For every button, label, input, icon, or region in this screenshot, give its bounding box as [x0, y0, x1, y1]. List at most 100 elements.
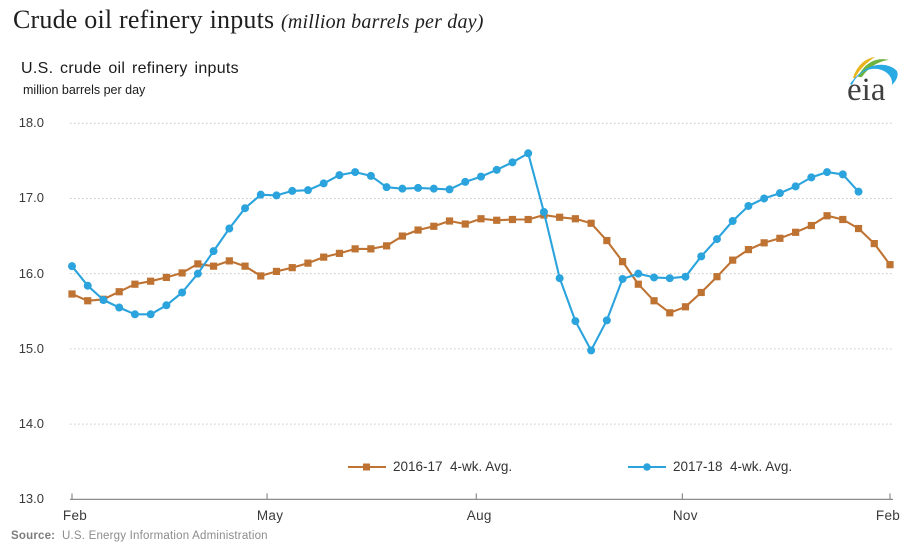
data-point-circle: [854, 187, 863, 196]
data-point-square: [461, 220, 469, 228]
data-point-square: [839, 215, 847, 224]
data-point-square: [729, 256, 737, 264]
data-point-square: [445, 217, 454, 225]
x-axis-tick-label: Feb: [875, 508, 901, 523]
data-point-square: [587, 219, 595, 227]
data-point-circle: [256, 190, 265, 199]
data-point-square: [351, 245, 359, 253]
logo-blue-swoosh: [850, 64, 898, 85]
data-point-circle: [634, 269, 643, 278]
data-point-square: [854, 224, 863, 233]
data-point-square: [886, 261, 894, 269]
data-point-circle: [728, 217, 737, 226]
source-line: Source: U.S. Energy Information Administ…: [11, 530, 268, 542]
data-point-circle: [209, 247, 218, 256]
data-point-circle: [303, 186, 312, 195]
data-point-square: [713, 273, 721, 281]
data-point-circle: [414, 183, 423, 192]
data-point-circle: [791, 182, 800, 191]
x-axis-tick-label: Feb: [62, 508, 88, 523]
data-point-circle: [587, 346, 596, 355]
data-point-square: [571, 215, 579, 223]
chart-title: U.S. crude oil refinery inputs: [21, 60, 239, 77]
y-axis-tick-label: 17.0: [18, 190, 44, 206]
data-point-circle: [335, 171, 344, 180]
data-point-square: [697, 288, 705, 297]
source-label: Source:: [11, 530, 56, 542]
data-point-square: [178, 269, 186, 277]
logo-yellow-swoosh: [853, 57, 875, 78]
data-point-circle: [382, 183, 391, 192]
data-point-square: [335, 249, 344, 257]
page-title: Crude oil refinery inputs (million barre…: [13, 5, 484, 35]
data-point-square: [556, 213, 564, 221]
data-point-square: [792, 228, 800, 236]
data-point-square: [272, 267, 281, 276]
data-point-circle: [760, 194, 769, 203]
legend-item-2017-18: 2017-18 4-wk. Avg.: [628, 459, 792, 474]
data-point-circle: [319, 179, 328, 188]
data-point-circle: [650, 273, 659, 282]
data-point-square: [807, 221, 815, 230]
data-point-square: [131, 280, 139, 288]
data-point-square: [666, 309, 674, 317]
y-axis-tick-label: 13.0: [18, 491, 44, 507]
data-point-circle: [539, 207, 548, 216]
y-axis-tick-label: 18.0: [18, 115, 44, 131]
data-point-circle: [477, 172, 485, 181]
data-point-circle: [366, 171, 375, 180]
data-point-square: [147, 277, 155, 285]
data-point-square: [823, 212, 831, 220]
data-point-square: [618, 258, 627, 266]
data-point-circle: [83, 281, 92, 290]
data-point-square: [760, 239, 768, 247]
y-axis-tick-label: 15.0: [18, 340, 44, 356]
data-point-circle: [398, 184, 407, 193]
data-point-square: [241, 262, 249, 270]
data-point-circle: [178, 288, 187, 297]
data-point-square: [225, 257, 233, 265]
data-point-circle: [146, 310, 155, 319]
data-point-circle: [99, 296, 108, 305]
data-point-circle: [697, 252, 706, 261]
data-point-circle: [602, 316, 611, 325]
data-point-square: [508, 215, 517, 224]
logo-green-swoosh: [858, 59, 889, 77]
logo-text: eia: [847, 72, 886, 108]
data-point-circle: [288, 186, 297, 195]
data-point-square: [257, 272, 265, 280]
data-point-square: [870, 239, 878, 248]
legend-circle-marker: [643, 462, 651, 471]
data-point-square: [84, 297, 92, 305]
data-point-square: [634, 280, 642, 288]
chart-unit-label: million barrels per day: [23, 83, 146, 97]
data-point-circle: [665, 274, 674, 283]
legend-label: 2016-17 4-wk. Avg.: [393, 459, 513, 474]
data-point-circle: [712, 235, 721, 244]
x-axis-tick-label: May: [256, 508, 284, 523]
data-point-circle: [838, 170, 847, 179]
page-title-unit-note: (million barrels per day): [281, 11, 484, 33]
data-point-circle: [555, 274, 564, 283]
data-point-square: [493, 216, 501, 224]
legend-marker-icon: [348, 463, 386, 470]
data-point-square: [430, 222, 438, 230]
data-point-square: [477, 215, 485, 223]
data-point-square: [681, 303, 690, 311]
data-point-square: [367, 245, 375, 253]
data-point-square: [320, 253, 328, 261]
data-point-circle: [681, 272, 690, 281]
data-point-circle: [68, 262, 76, 271]
data-point-square: [603, 236, 611, 245]
data-point-circle: [241, 204, 250, 213]
data-point-circle: [193, 269, 202, 278]
data-point-circle: [162, 301, 171, 310]
legend-label: 2017-18 4-wk. Avg.: [673, 459, 793, 474]
data-point-circle: [115, 303, 124, 312]
data-point-circle: [744, 201, 753, 210]
data-point-square: [383, 242, 391, 250]
data-point-square: [414, 226, 422, 234]
data-point-circle: [524, 149, 533, 158]
eia-logo-icon: eia: [847, 57, 898, 108]
